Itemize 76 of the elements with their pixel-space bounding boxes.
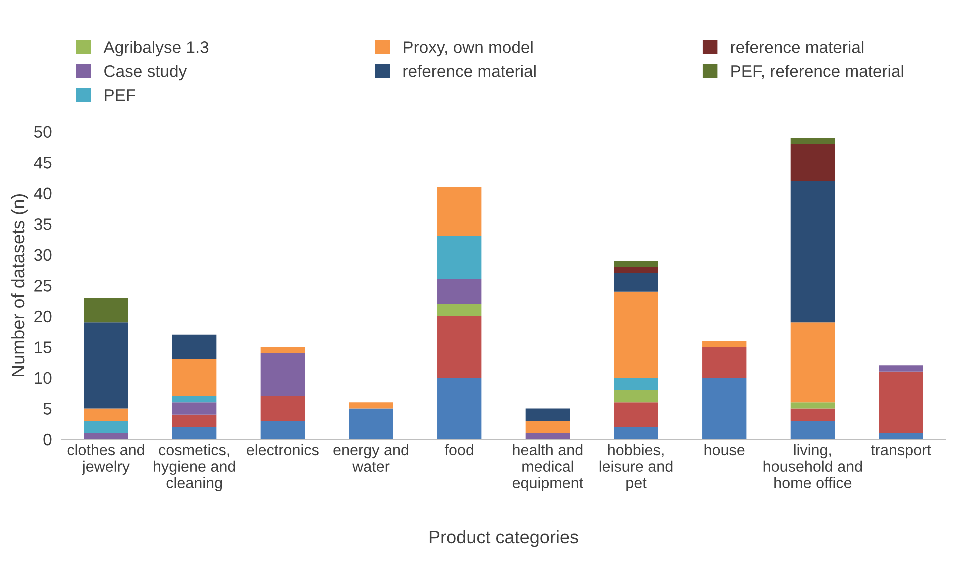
bar xyxy=(172,414,217,428)
bar xyxy=(172,427,217,440)
legend-label: reference material xyxy=(404,65,536,78)
bar xyxy=(84,408,128,422)
y-tick-label: 0 xyxy=(44,434,52,446)
bar xyxy=(84,322,128,409)
y-tick-label: 30 xyxy=(34,249,52,262)
bar xyxy=(438,378,482,440)
bar xyxy=(702,378,747,440)
y-tick-label: 25 xyxy=(34,280,52,292)
bar xyxy=(526,421,570,434)
bar xyxy=(172,360,217,396)
bar xyxy=(879,372,924,434)
bar xyxy=(614,292,658,378)
bar xyxy=(790,421,836,440)
bar xyxy=(614,267,658,274)
x-tick-label: clothes and jewelry xyxy=(68,444,144,476)
y-tick-label: 40 xyxy=(34,188,52,200)
legend-label: PEF, reference material xyxy=(732,65,904,80)
y-tick-label: 50 xyxy=(34,126,52,138)
bar xyxy=(84,298,128,323)
x-tick-label: hobbies, leisure and pet xyxy=(600,444,673,492)
bar xyxy=(702,347,747,378)
bar xyxy=(260,347,306,354)
bar xyxy=(790,181,836,323)
y-tick-label: 45 xyxy=(34,157,52,169)
x-axis-title: Product categories xyxy=(430,530,578,548)
bar xyxy=(438,187,482,236)
bar xyxy=(438,304,482,316)
bar xyxy=(614,390,658,403)
bar xyxy=(790,322,836,403)
bar xyxy=(614,378,658,390)
x-tick-label: energy and water xyxy=(334,444,408,472)
bar xyxy=(526,408,570,422)
bar xyxy=(614,273,658,292)
legend-label: PEF xyxy=(105,90,136,102)
x-tick-label: electronics xyxy=(247,444,319,456)
bar xyxy=(260,353,306,396)
bar xyxy=(172,402,217,415)
x-tick-label: cosmetics, hygiene and cleaning xyxy=(154,444,236,492)
bar xyxy=(879,433,924,440)
bar xyxy=(172,334,217,360)
bar xyxy=(349,408,394,440)
x-tick-label: transport xyxy=(871,446,932,459)
bar xyxy=(614,427,658,440)
bar xyxy=(438,316,482,378)
x-tick-label: house xyxy=(704,444,745,456)
legend-label: Agribalyse 1.3 xyxy=(104,41,209,57)
bar xyxy=(84,433,128,440)
y-tick-label: 5 xyxy=(44,403,52,415)
x-tick-label: health and medical equipment xyxy=(512,444,584,492)
bar xyxy=(438,236,482,280)
bar xyxy=(260,421,306,440)
bar xyxy=(349,402,394,409)
bar xyxy=(790,408,836,422)
bar xyxy=(790,144,836,182)
bar xyxy=(879,366,924,372)
bar xyxy=(614,402,658,428)
bar xyxy=(614,261,658,268)
legend-label: Case study xyxy=(104,65,188,81)
y-tick-label: 10 xyxy=(35,372,52,384)
legend-label: Proxy, own model xyxy=(404,41,533,57)
bar xyxy=(790,402,836,409)
y-tick-label: 35 xyxy=(34,218,52,230)
bar xyxy=(84,421,128,434)
y-tick-label: 20 xyxy=(34,310,52,323)
bar xyxy=(790,138,836,144)
legend-label: reference material xyxy=(731,41,864,54)
x-tick-label: living, household and home office xyxy=(764,444,862,488)
y-axis-title: Number of datasets (n) xyxy=(11,194,28,377)
bar xyxy=(702,341,747,348)
bar xyxy=(438,280,482,304)
bar xyxy=(172,396,217,403)
x-tick-label: food xyxy=(444,444,474,456)
bar xyxy=(260,396,306,422)
y-tick-label: 15 xyxy=(35,342,52,354)
